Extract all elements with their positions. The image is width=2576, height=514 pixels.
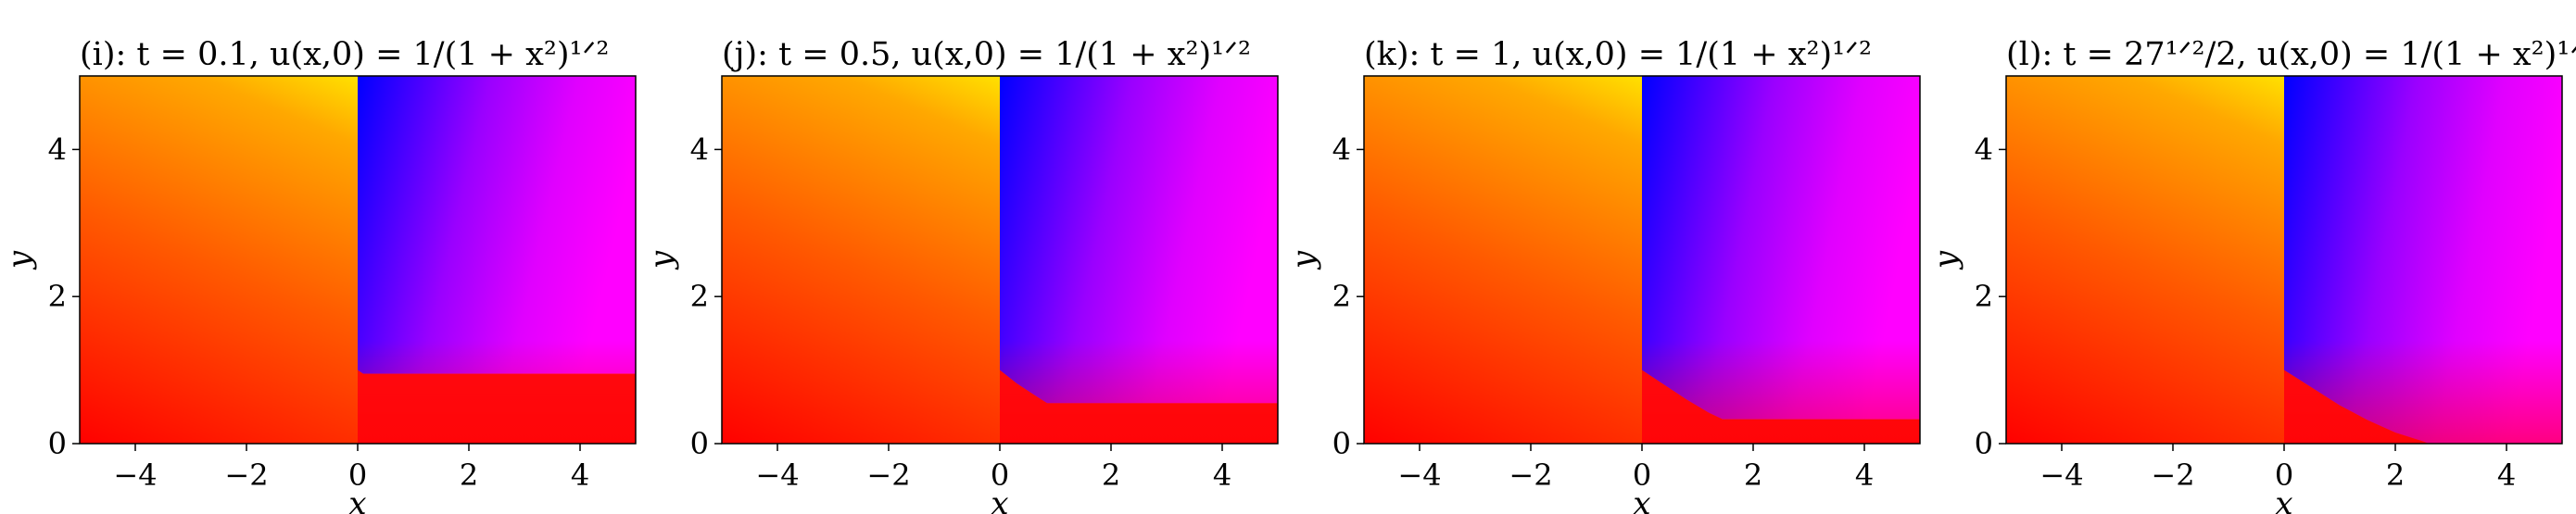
x-axis-label: x (348, 485, 366, 514)
y-tick-label: 2 (48, 279, 67, 314)
chart-panel-1: −4 −2 0 2 4 0 2 4 x y (i): t = 0.1, u(x,0) = 1/(1 … (1, 36, 637, 514)
x-tick-label: 2 (460, 458, 478, 493)
y-tick-label: 4 (1332, 132, 1351, 167)
y-tick-label: 0 (48, 426, 67, 461)
x-axis-label: x (2275, 485, 2292, 514)
y-axis-label: y (643, 250, 680, 270)
x-tick-label: 2 (2386, 458, 2405, 493)
x-tick-label: −2 (224, 458, 268, 493)
heatmap-right-region (1642, 76, 1920, 420)
x-tick-label: 4 (2497, 458, 2516, 493)
chart-title: (j): t = 0.5, u(x,0) = 1/(1 + x²)¹ᐟ² (722, 36, 1251, 73)
x-tick-label: 2 (1102, 458, 1120, 493)
y-tick-label: 2 (1332, 279, 1351, 314)
x-tick-label: 2 (1744, 458, 1762, 493)
y-tick-label: 2 (1975, 279, 1993, 314)
y-tick-label: 0 (1332, 426, 1351, 461)
x-tick-label: −4 (2039, 458, 2083, 493)
x-tick-label: 0 (1633, 458, 1651, 493)
y-tick-label: 0 (1975, 426, 1993, 461)
x-tick-label: −2 (1509, 458, 1552, 493)
x-axis-label: x (1633, 485, 1650, 514)
heatmap-bottom-fade (1642, 340, 1920, 444)
y-tick-label: 4 (48, 132, 67, 167)
heatmap-bottom-fade (1000, 340, 1278, 444)
x-tick-label: 0 (2275, 458, 2293, 493)
x-tick-label: 4 (1213, 458, 1231, 493)
y-axis-label: y (1927, 250, 1964, 270)
x-tick-label: 4 (1855, 458, 1874, 493)
x-tick-label: 0 (991, 458, 1009, 493)
y-tick-label: 0 (690, 426, 709, 461)
chart-title: (i): t = 0.1, u(x,0) = 1/(1 + x²)¹ᐟ² (80, 36, 609, 73)
y-axis-label: y (1285, 250, 1322, 270)
heatmap-right-region (358, 76, 636, 374)
x-tick-label: −4 (755, 458, 799, 493)
y-tick-label: 2 (690, 279, 709, 314)
y-tick-label: 4 (1975, 132, 1993, 167)
chart-panel-3: −4 −2 0 2 4 0 2 4 x y (k): t = 1, u(x,0) = 1/(1 + … (1285, 36, 1921, 514)
x-axis-label: x (991, 485, 1008, 514)
x-tick-label: −2 (866, 458, 910, 493)
chart-title: (k): t = 1, u(x,0) = 1/(1 + x²)¹ᐟ² (1364, 36, 1872, 73)
x-tick-label: −4 (113, 458, 157, 493)
chart-title: (l): t = 27¹ᐟ²/2, u(x,0) = 1/(1 + x²)¹ᐟ² (2006, 36, 2576, 73)
heatmap-bottom-fade (2284, 340, 2562, 444)
x-tick-label: 4 (571, 458, 589, 493)
x-tick-label: −2 (2151, 458, 2194, 493)
heatmap-bottom-fade (358, 340, 636, 444)
heatmap-right-region (1000, 76, 1278, 404)
y-axis-label: y (1, 250, 38, 270)
x-tick-label: −4 (1397, 458, 1441, 493)
x-tick-label: 0 (348, 458, 367, 493)
chart-panel-4: −4 −2 0 2 4 0 2 4 x y (l): t = 27¹ᐟ²/2, u(x,0) = 1… (1927, 36, 2576, 514)
chart-panel-2: −4 −2 0 2 4 0 2 4 x y (j): t = 0.5, u(x,0) = 1/(1 … (643, 36, 1279, 514)
y-tick-label: 4 (690, 132, 709, 167)
